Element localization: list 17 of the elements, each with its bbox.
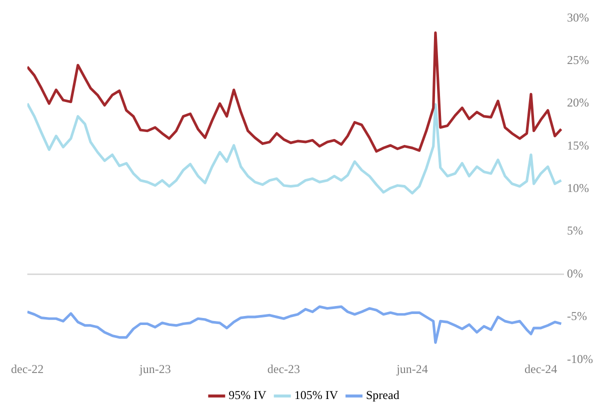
y-tick-label: 25%	[567, 53, 590, 68]
legend-label: 95% IV	[228, 388, 267, 402]
y-tick-label: 5%	[567, 224, 584, 238]
legend-label: 105% IV	[294, 388, 338, 402]
x-tick-label: jun-23	[138, 362, 171, 376]
y-tick-label: 0%	[567, 266, 584, 280]
y-tick-label: 15%	[567, 138, 590, 152]
x-tick-label: jun-24	[396, 362, 428, 376]
x-tick-label: dec-24	[524, 362, 558, 376]
y-tick-label: 20%	[567, 96, 590, 110]
x-tick-label: dec-23	[267, 362, 300, 376]
x-tick-label: dec-22	[10, 362, 44, 376]
y-tick-label: 10%	[567, 181, 590, 196]
legend-label: Spread	[366, 388, 400, 402]
y-tick-label: 30%	[567, 10, 590, 24]
y-tick-label: -10%	[567, 352, 594, 366]
y-tick-label: -5%	[567, 309, 588, 324]
